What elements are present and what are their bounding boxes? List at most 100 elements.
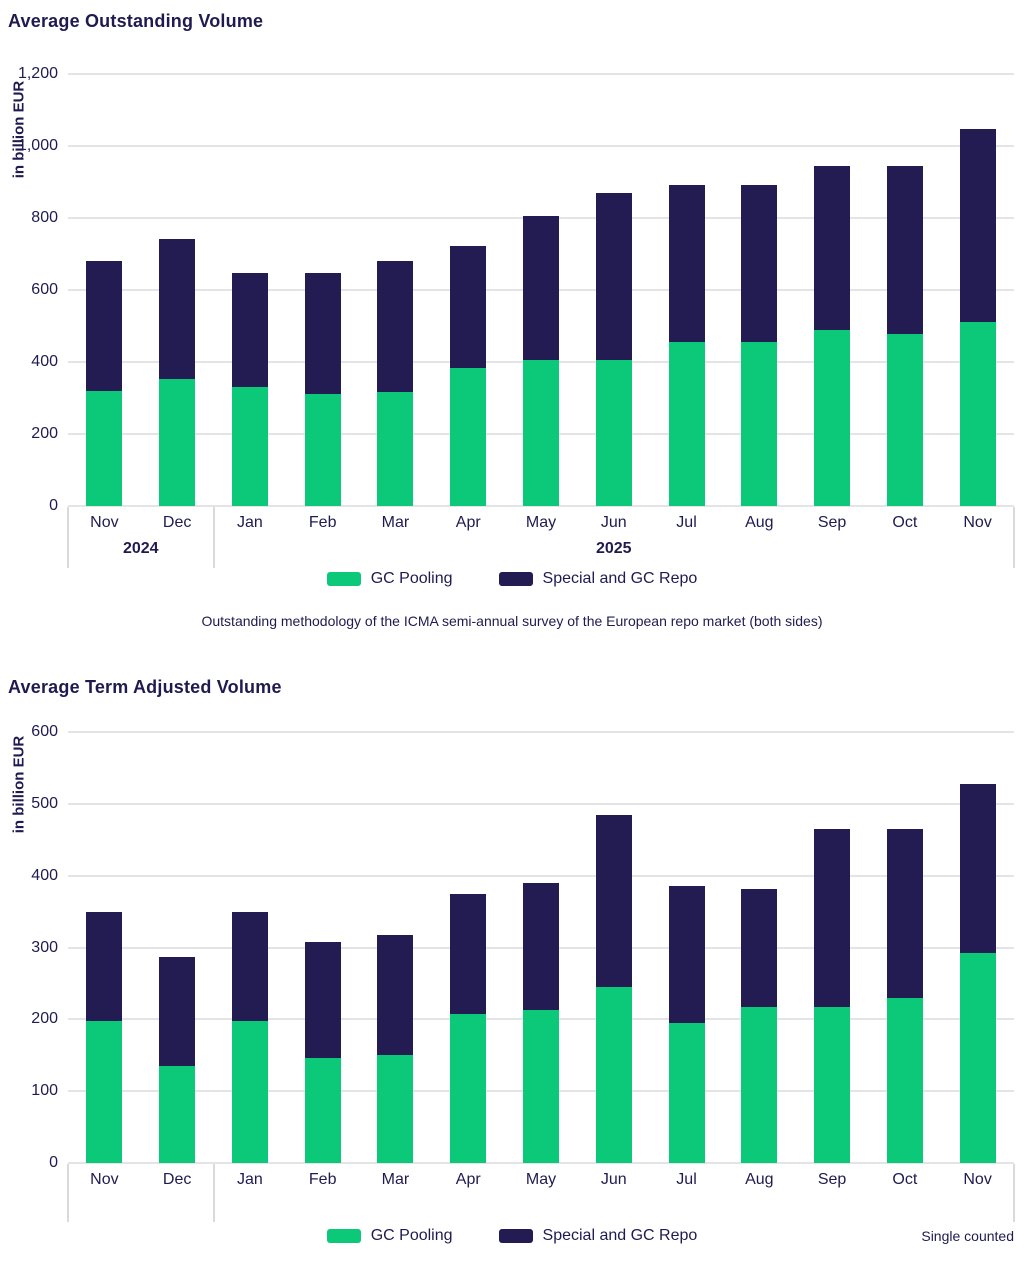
special-gc-repo-swatch-icon — [498, 1229, 533, 1243]
chart2-y-axis-label: in billion EUR — [10, 735, 28, 834]
x-tick-label: Feb — [308, 514, 337, 531]
chart1-legend-item-special-gc-repo: Special and GC Repo — [498, 570, 698, 588]
y-tick-label: 200 — [31, 425, 58, 442]
gc-pooling-swatch-icon — [326, 572, 361, 586]
chart1-legend: GC Pooling Special and GC Repo — [0, 570, 1024, 588]
bar-segment-gc-pooling — [231, 1021, 268, 1163]
axis-band-separator — [67, 1164, 69, 1222]
bar-segment-gc-pooling — [595, 987, 632, 1163]
gridline — [68, 505, 1014, 507]
special-gc-repo-swatch-icon — [498, 572, 533, 586]
bar-segment-gc-pooling — [86, 1021, 123, 1163]
bar-segment-gc-pooling — [304, 1058, 341, 1163]
x-tick-label: Sep — [817, 1171, 847, 1188]
y-tick-label: 100 — [31, 1082, 58, 1100]
x-tick-label: Jun — [600, 514, 627, 531]
y-tick-label: 0 — [49, 1154, 58, 1171]
bar-segment-gc-pooling — [668, 342, 705, 506]
chart2-legend-item-gc-pooling: GC Pooling — [326, 1227, 453, 1245]
x-tick-label: Jan — [237, 514, 263, 531]
bar-segment-gc-pooling — [959, 953, 996, 1163]
x-tick-label: Nov — [963, 1171, 992, 1188]
x-year-label: 2025 — [595, 540, 632, 557]
gridline — [68, 731, 1014, 733]
bar-segment-gc-pooling — [450, 1014, 487, 1163]
x-year-label: 2024 — [122, 540, 159, 557]
x-tick-label: May — [525, 514, 557, 531]
chart2-single-counted-note: Single counted — [921, 1228, 1014, 1244]
x-tick-label: Apr — [455, 514, 481, 531]
bar-segment-gc-pooling — [959, 322, 996, 506]
y-tick-label: 500 — [31, 794, 58, 812]
bar-segment-gc-pooling — [231, 387, 268, 506]
bar-segment-gc-pooling — [377, 1055, 414, 1163]
x-tick-label: Jan — [237, 1171, 263, 1188]
bar-segment-gc-pooling — [668, 1023, 705, 1163]
x-tick-label: May — [525, 1171, 557, 1188]
chart2-legend-label-gc-pooling: GC Pooling — [370, 1227, 453, 1244]
x-tick-label: Mar — [381, 1171, 410, 1188]
y-tick-label: 1,200 — [17, 65, 58, 82]
y-tick-label: 300 — [31, 938, 58, 956]
y-tick-label: 1,000 — [17, 137, 58, 154]
axis-band-separator — [212, 507, 215, 568]
gc-pooling-swatch-icon — [326, 1229, 361, 1243]
y-tick-label: 200 — [31, 1010, 58, 1028]
x-tick-label: Sep — [817, 514, 847, 531]
chart1-title: Average Outstanding Volume — [8, 11, 264, 31]
bar-segment-gc-pooling — [523, 360, 559, 506]
bar-segment-gc-pooling — [814, 1007, 851, 1163]
x-tick-label: Nov — [90, 1171, 119, 1188]
x-tick-label: Dec — [162, 514, 192, 531]
x-tick-label: Mar — [381, 514, 410, 531]
x-tick-label: Dec — [162, 1171, 192, 1188]
y-tick-label: 600 — [31, 723, 58, 740]
x-tick-label: Jul — [676, 1171, 697, 1188]
y-tick-label: 0 — [49, 497, 58, 514]
chart2-legend-label-special-gc-repo: Special and GC Repo — [542, 1227, 698, 1244]
gridline — [68, 145, 1014, 147]
axis-band-separator — [212, 1164, 215, 1222]
chart2-title: Average Term Adjusted Volume — [8, 677, 282, 697]
bar-segment-gc-pooling — [86, 391, 123, 506]
bar-segment-gc-pooling — [304, 394, 341, 506]
y-tick-label: 400 — [31, 353, 58, 370]
x-tick-label: Apr — [455, 1171, 481, 1188]
gridline — [68, 1162, 1014, 1164]
y-tick-label: 600 — [31, 281, 58, 298]
chart1-legend-label-special-gc-repo: Special and GC Repo — [542, 570, 698, 587]
axis-band-separator — [67, 507, 69, 568]
bar-segment-gc-pooling — [886, 998, 923, 1163]
axis-band-separator — [1013, 507, 1015, 568]
gridline — [68, 874, 1014, 877]
axis-band-separator — [1013, 1164, 1015, 1222]
chart1-footnote: Outstanding methodology of the ICMA semi… — [201, 613, 823, 629]
bar-segment-gc-pooling — [741, 1007, 778, 1163]
chart1-legend-item-gc-pooling: GC Pooling — [326, 570, 453, 588]
chart1-legend-label-gc-pooling: GC Pooling — [370, 570, 453, 587]
y-tick-label: 800 — [31, 209, 58, 226]
bar-segment-gc-pooling — [595, 360, 632, 506]
x-tick-label: Nov — [90, 514, 119, 531]
x-tick-label: Jul — [676, 514, 697, 531]
x-tick-label: Jun — [600, 1171, 627, 1188]
bar-segment-gc-pooling — [159, 379, 196, 506]
chart2-legend-item-special-gc-repo: Special and GC Repo — [498, 1227, 698, 1245]
gridline — [68, 73, 1014, 75]
bar-segment-gc-pooling — [523, 1010, 559, 1163]
bar-segment-gc-pooling — [886, 334, 923, 506]
x-tick-label: Oct — [892, 514, 918, 531]
x-tick-label: Aug — [745, 1171, 774, 1188]
bar-segment-gc-pooling — [159, 1066, 196, 1163]
y-tick-label: 400 — [31, 866, 58, 884]
bar-segment-gc-pooling — [814, 330, 851, 506]
bar-segment-gc-pooling — [377, 392, 414, 506]
x-tick-label: Aug — [745, 514, 774, 531]
bar-segment-gc-pooling — [450, 368, 487, 506]
bar-segment-gc-pooling — [741, 342, 778, 506]
x-tick-label: Nov — [963, 514, 992, 531]
chart1-y-axis-label: in billion EUR — [10, 80, 28, 179]
x-tick-label: Feb — [308, 1171, 337, 1188]
x-tick-label: Oct — [892, 1171, 918, 1188]
